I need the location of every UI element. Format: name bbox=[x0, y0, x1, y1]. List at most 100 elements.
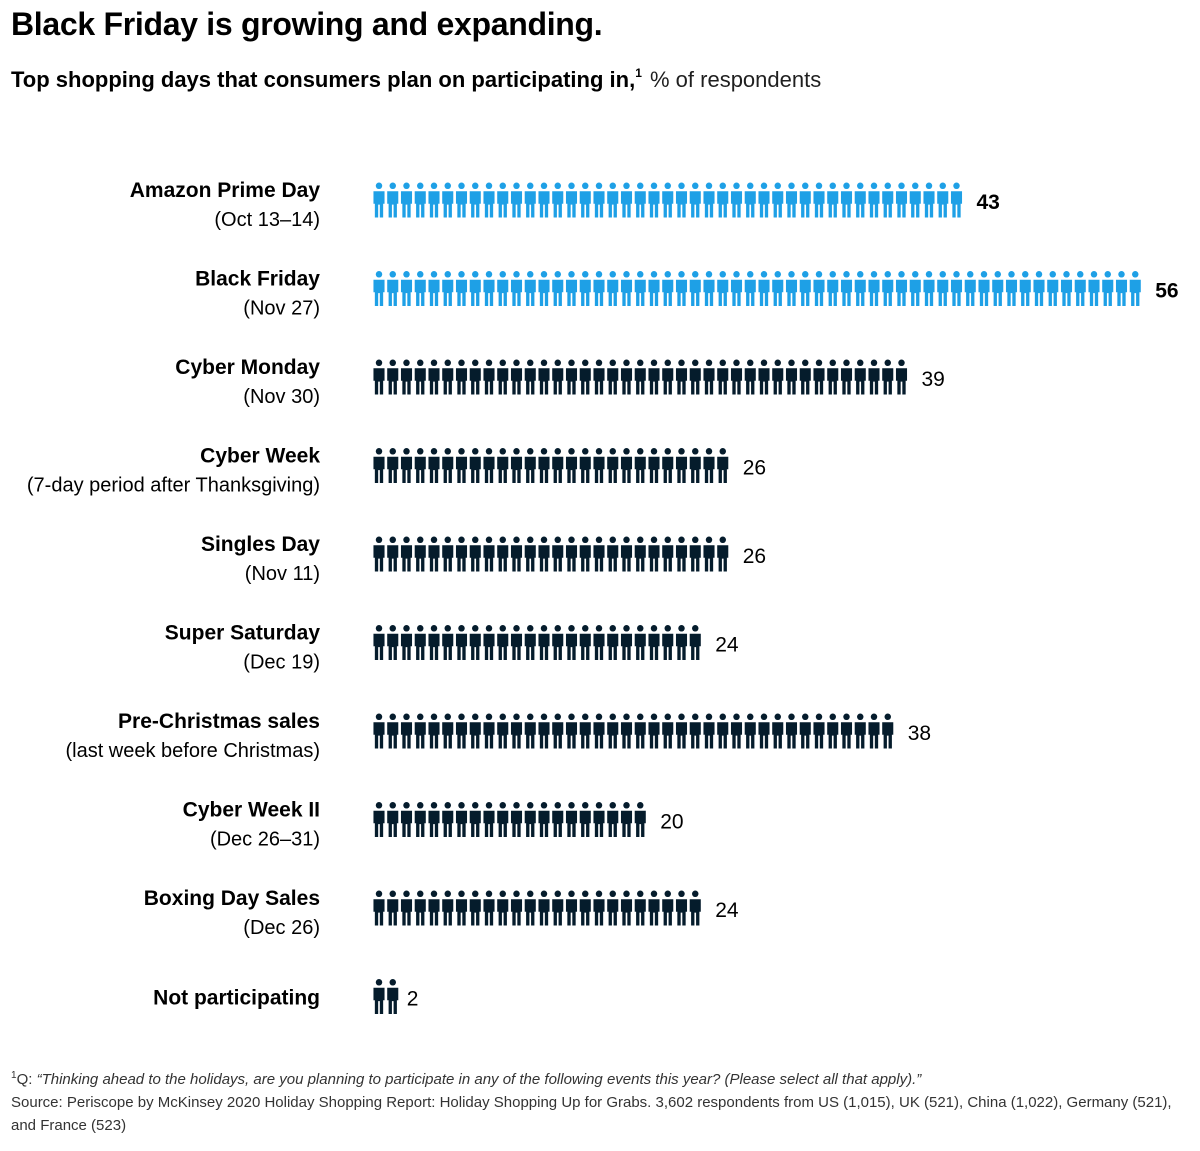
person-icon bbox=[593, 359, 605, 395]
person-icon bbox=[675, 182, 688, 218]
category-detail: (Nov 11) bbox=[245, 563, 320, 585]
person-icon bbox=[758, 359, 770, 395]
person-icon bbox=[414, 448, 426, 484]
person-icon bbox=[882, 359, 894, 395]
person-icon bbox=[703, 182, 715, 218]
person-icon bbox=[414, 625, 426, 661]
row-amazon-prime-day: Amazon Prime Day (Oct 13–14) 43 bbox=[130, 179, 1000, 231]
person-icon bbox=[689, 448, 701, 484]
person-icon bbox=[689, 890, 701, 926]
person-icon bbox=[785, 182, 798, 218]
person-icon bbox=[964, 271, 976, 307]
person-icon bbox=[483, 713, 495, 749]
person-icon bbox=[717, 182, 729, 218]
person-icon bbox=[565, 359, 578, 395]
category-label: Cyber Week bbox=[200, 445, 320, 468]
person-icon bbox=[455, 182, 468, 218]
person-icon bbox=[552, 536, 564, 572]
row-super-saturday: Super Saturday (Dec 19) 24 bbox=[165, 622, 739, 674]
person-icon bbox=[620, 359, 633, 395]
person-icon bbox=[607, 536, 619, 572]
person-icon bbox=[414, 182, 426, 218]
person-icon bbox=[634, 713, 646, 749]
person-icon bbox=[428, 713, 440, 749]
person-icon bbox=[1019, 271, 1031, 307]
person-icon bbox=[400, 802, 413, 838]
person-icon bbox=[840, 713, 853, 749]
person-icon bbox=[620, 625, 633, 661]
person-icon bbox=[607, 271, 619, 307]
person-icon bbox=[387, 536, 399, 572]
person-icon bbox=[813, 713, 825, 749]
value-label: 38 bbox=[908, 722, 931, 745]
person-icon bbox=[648, 890, 660, 926]
person-icon bbox=[455, 802, 468, 838]
person-icon bbox=[428, 802, 440, 838]
person-icon bbox=[648, 182, 660, 218]
person-icon bbox=[387, 713, 399, 749]
person-icon bbox=[414, 359, 426, 395]
person-icon bbox=[648, 448, 660, 484]
person-icon bbox=[510, 182, 523, 218]
person-icon bbox=[799, 271, 811, 307]
person-icon bbox=[510, 359, 523, 395]
person-icon bbox=[785, 359, 798, 395]
person-icon bbox=[593, 890, 605, 926]
person-icon bbox=[648, 536, 660, 572]
subtitle-footnote-marker: 1 bbox=[635, 66, 642, 80]
person-icon bbox=[1005, 271, 1018, 307]
person-icon bbox=[648, 359, 660, 395]
person-icon bbox=[772, 359, 784, 395]
person-icon bbox=[538, 182, 550, 218]
person-icon bbox=[593, 271, 605, 307]
person-icon bbox=[442, 802, 454, 838]
person-icon bbox=[373, 713, 385, 749]
person-icon bbox=[483, 625, 495, 661]
person-icon bbox=[909, 271, 921, 307]
person-icon bbox=[538, 713, 550, 749]
person-icon bbox=[620, 802, 633, 838]
person-icon bbox=[565, 448, 578, 484]
person-icon bbox=[882, 713, 894, 749]
person-icon bbox=[744, 271, 756, 307]
value-label: 56 bbox=[1155, 280, 1178, 303]
person-icon bbox=[744, 713, 756, 749]
row-not-participating: Not participating 2 bbox=[153, 979, 418, 1015]
person-icon bbox=[607, 802, 619, 838]
person-icon bbox=[772, 182, 784, 218]
category-label: Super Saturday bbox=[165, 622, 321, 645]
category-detail: (7-day period after Thanksgiving) bbox=[27, 475, 320, 497]
person-icon bbox=[579, 625, 591, 661]
person-icon bbox=[648, 271, 660, 307]
row-cyber-week: Cyber Week (7-day period after Thanksgivi… bbox=[27, 445, 766, 497]
person-icon bbox=[414, 271, 426, 307]
person-icon bbox=[634, 271, 646, 307]
chart-title: Black Friday is growing and expanding. bbox=[11, 6, 603, 42]
person-icon bbox=[524, 536, 536, 572]
person-icon bbox=[552, 448, 564, 484]
person-icon bbox=[579, 448, 591, 484]
person-icon bbox=[662, 271, 674, 307]
person-icon bbox=[483, 448, 495, 484]
subtitle-unit: % of respondents bbox=[650, 67, 822, 92]
person-icon bbox=[400, 448, 413, 484]
person-icon bbox=[717, 713, 729, 749]
person-icon bbox=[662, 448, 674, 484]
person-icon bbox=[538, 890, 550, 926]
person-icon bbox=[1129, 271, 1141, 307]
person-icon bbox=[579, 359, 591, 395]
person-icon bbox=[675, 536, 688, 572]
person-icon bbox=[854, 713, 866, 749]
person-icon bbox=[923, 182, 935, 218]
person-icon bbox=[1074, 271, 1086, 307]
person-icon bbox=[717, 271, 729, 307]
value-label: 20 bbox=[660, 811, 683, 834]
person-icon bbox=[593, 802, 605, 838]
person-icon bbox=[607, 890, 619, 926]
person-icon bbox=[455, 536, 468, 572]
person-icon bbox=[1047, 271, 1059, 307]
person-icon bbox=[524, 625, 536, 661]
person-icon bbox=[730, 713, 743, 749]
person-icon bbox=[538, 448, 550, 484]
value-label: 26 bbox=[743, 545, 766, 568]
